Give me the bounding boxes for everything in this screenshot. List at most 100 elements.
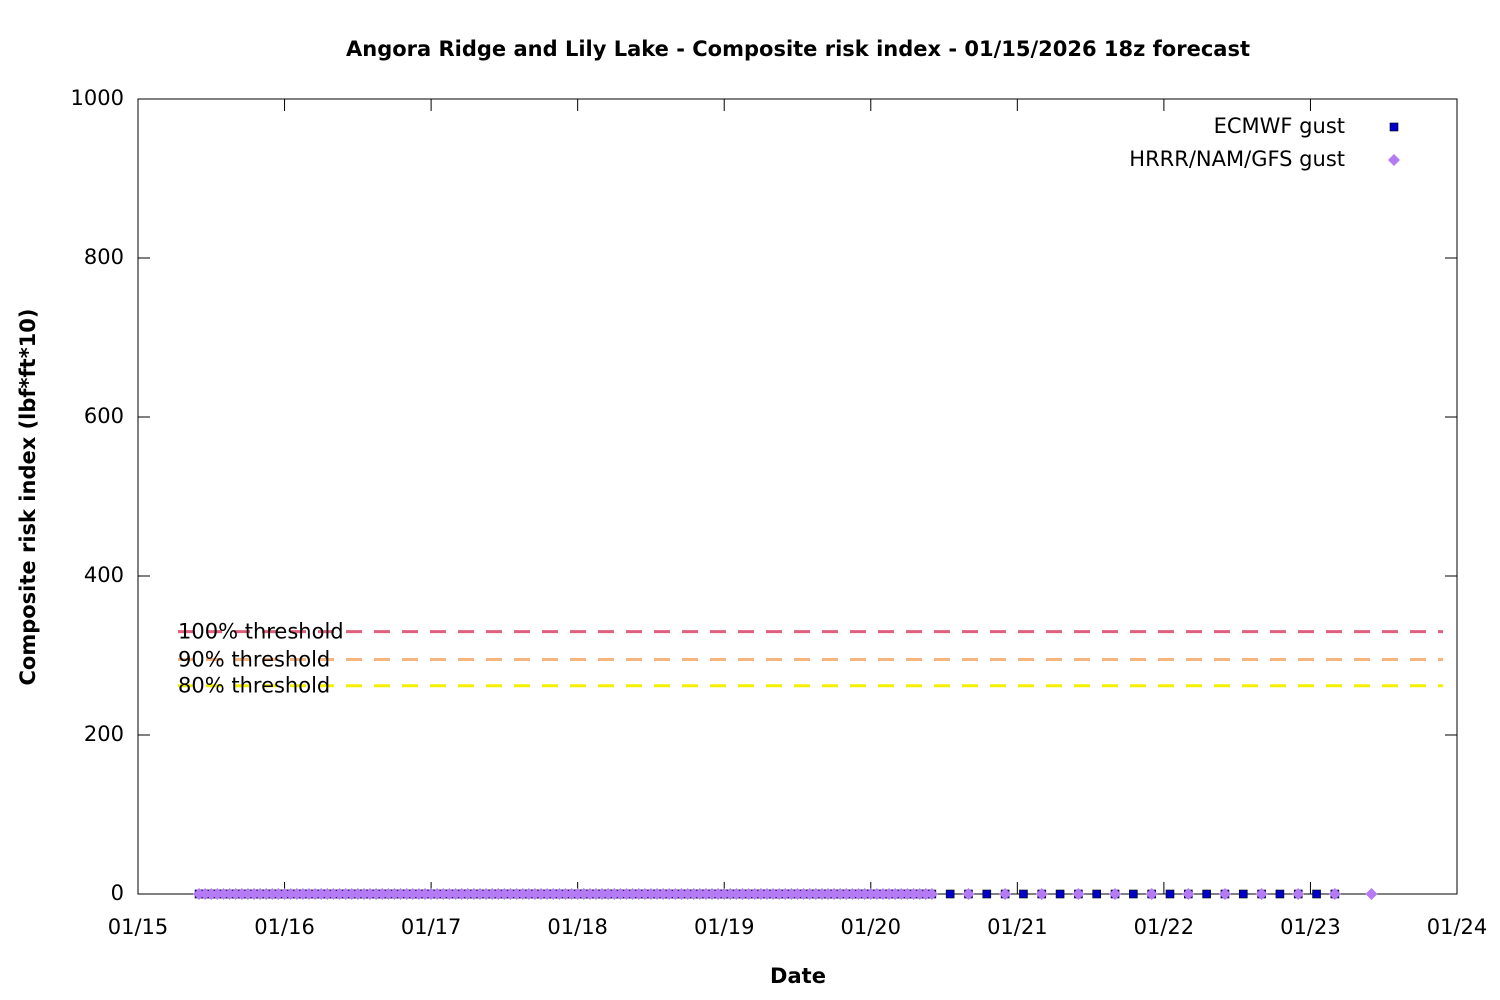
- point: [248, 888, 261, 900]
- point: [449, 888, 462, 900]
- point: [883, 888, 896, 900]
- point: [1365, 888, 1378, 900]
- point: [1092, 889, 1102, 899]
- point: [315, 888, 328, 900]
- point: [553, 888, 566, 900]
- point: [706, 888, 719, 900]
- point: [803, 888, 816, 900]
- point: [199, 888, 212, 900]
- point: [419, 888, 432, 900]
- point: [376, 888, 389, 900]
- point: [535, 888, 548, 900]
- point: [632, 888, 645, 900]
- point: [260, 888, 273, 900]
- point: [614, 888, 627, 900]
- x-tick-label: 01/24: [1427, 915, 1488, 939]
- threshold-label: 90% threshold: [178, 647, 330, 671]
- legend-label: HRRR/NAM/GFS gust: [1129, 147, 1345, 171]
- point: [406, 888, 419, 900]
- point: [425, 888, 438, 900]
- point: [498, 888, 511, 900]
- point: [699, 888, 712, 900]
- point: [644, 888, 657, 900]
- point: [809, 888, 822, 900]
- point: [651, 888, 664, 900]
- point: [1328, 888, 1341, 900]
- point: [815, 888, 828, 900]
- point: [730, 888, 743, 900]
- point: [962, 888, 975, 900]
- point: [602, 888, 615, 900]
- point: [467, 888, 480, 900]
- point: [852, 888, 865, 900]
- point: [510, 888, 523, 900]
- legend-swatch: [1388, 154, 1400, 166]
- point: [412, 888, 425, 900]
- point: [296, 888, 309, 900]
- point: [364, 888, 377, 900]
- point: [736, 888, 749, 900]
- point: [999, 888, 1012, 900]
- point: [577, 888, 590, 900]
- point: [394, 888, 407, 900]
- point: [1145, 888, 1158, 900]
- point: [760, 888, 773, 900]
- y-tick-label: 400: [84, 563, 124, 587]
- point: [339, 888, 352, 900]
- point: [748, 888, 761, 900]
- point: [1292, 888, 1305, 900]
- point: [461, 888, 474, 900]
- point: [370, 888, 383, 900]
- point: [1218, 888, 1231, 900]
- point: [272, 888, 285, 900]
- point: [982, 889, 992, 899]
- point: [724, 888, 737, 900]
- point: [1202, 889, 1211, 899]
- point: [388, 888, 401, 900]
- x-tick-label: 01/23: [1280, 915, 1341, 939]
- point: [229, 888, 242, 900]
- point: [681, 888, 694, 900]
- point: [309, 888, 322, 900]
- point: [1072, 888, 1085, 900]
- point: [1165, 889, 1175, 899]
- point: [657, 888, 670, 900]
- point: [382, 888, 395, 900]
- point: [290, 888, 303, 900]
- y-tick-label: 600: [84, 404, 124, 428]
- threshold-label: 100% threshold: [178, 620, 344, 644]
- x-tick-label: 01/22: [1134, 915, 1195, 939]
- y-tick-label: 0: [111, 881, 124, 905]
- point: [608, 888, 621, 900]
- point: [443, 888, 456, 900]
- point: [767, 888, 780, 900]
- x-tick-label: 01/16: [254, 915, 315, 939]
- point: [773, 888, 786, 900]
- point: [254, 888, 267, 900]
- point: [400, 888, 413, 900]
- y-tick-label: 200: [84, 722, 124, 746]
- point: [828, 888, 841, 900]
- point: [321, 888, 334, 900]
- point: [785, 888, 798, 900]
- point: [455, 888, 468, 900]
- point: [528, 888, 541, 900]
- point: [638, 888, 651, 900]
- point: [693, 888, 706, 900]
- point: [504, 888, 517, 900]
- point: [492, 888, 505, 900]
- point: [589, 888, 602, 900]
- point: [480, 888, 493, 900]
- point: [205, 888, 218, 900]
- y-tick-label: 800: [84, 245, 124, 269]
- point: [1055, 889, 1065, 899]
- point: [1129, 889, 1138, 899]
- point: [687, 888, 700, 900]
- point: [473, 888, 486, 900]
- legend-swatch: [1389, 122, 1399, 132]
- point: [241, 888, 254, 900]
- point: [565, 888, 578, 900]
- x-tick-label: 01/21: [987, 915, 1048, 939]
- point: [864, 888, 877, 900]
